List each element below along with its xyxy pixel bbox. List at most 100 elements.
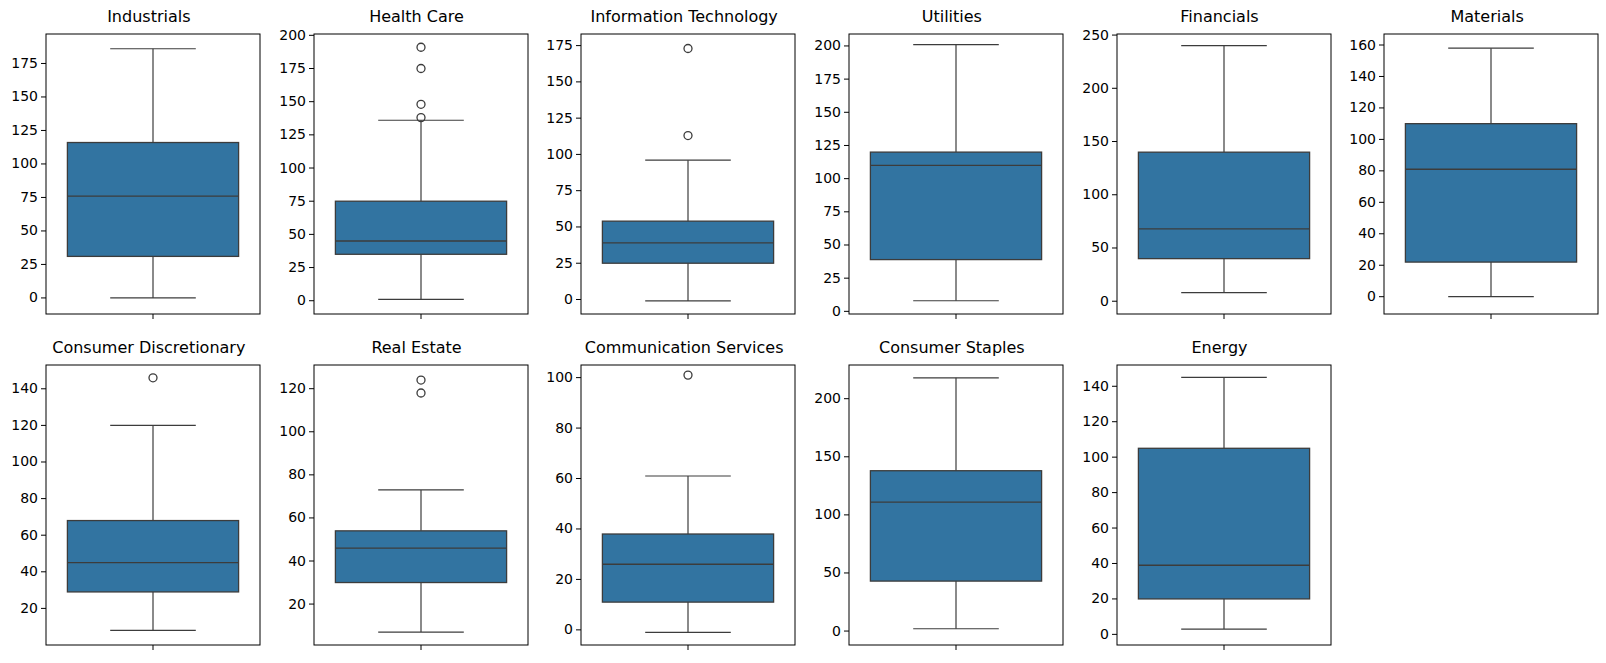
subplot-energy: Energy 0 20 40 60 80 100 120 140 xyxy=(1071,331,1339,663)
svg-text:140: 140 xyxy=(1350,68,1377,84)
boxplot-canvas: 0255075100125150175200 xyxy=(268,30,535,331)
boxplot-canvas: 020406080100120140160 xyxy=(1338,30,1605,331)
svg-text:40: 40 xyxy=(1091,555,1109,571)
svg-text:100: 100 xyxy=(279,160,306,176)
svg-text:80: 80 xyxy=(1091,484,1109,500)
svg-text:100: 100 xyxy=(1082,186,1109,202)
svg-text:150: 150 xyxy=(11,88,38,104)
empty-grid-cell xyxy=(1338,331,1606,663)
svg-text:75: 75 xyxy=(20,189,38,205)
svg-text:50: 50 xyxy=(288,226,306,242)
svg-text:150: 150 xyxy=(547,73,574,89)
svg-text:100: 100 xyxy=(11,453,38,469)
svg-text:200: 200 xyxy=(279,30,306,43)
svg-text:25: 25 xyxy=(823,270,841,286)
svg-text:150: 150 xyxy=(279,93,306,109)
svg-text:120: 120 xyxy=(1350,99,1377,115)
svg-text:20: 20 xyxy=(556,571,574,587)
svg-text:0: 0 xyxy=(832,623,841,639)
boxplot-grid-figure: Industrials 0255075100125150175 Health C… xyxy=(0,0,1606,663)
svg-text:60: 60 xyxy=(20,527,38,543)
svg-text:140: 140 xyxy=(1082,378,1109,394)
boxplot-canvas: 0255075100125150175 xyxy=(0,30,267,331)
subplot-title: Consumer Staples xyxy=(803,331,1071,361)
svg-text:60: 60 xyxy=(556,470,574,486)
boxplot-canvas: 0 20 40 60 80 100 120 140 xyxy=(1071,361,1338,662)
boxplot-canvas: 20406080100120140 xyxy=(0,361,267,662)
svg-text:20: 20 xyxy=(288,596,306,612)
svg-text:50: 50 xyxy=(20,222,38,238)
svg-text:25: 25 xyxy=(556,255,574,271)
svg-text:150: 150 xyxy=(814,104,841,120)
svg-text:0: 0 xyxy=(564,621,573,637)
svg-text:0: 0 xyxy=(29,289,38,305)
svg-text:100: 100 xyxy=(814,506,841,522)
subplot-title: Utilities xyxy=(803,0,1071,30)
svg-text:200: 200 xyxy=(814,390,841,406)
svg-text:50: 50 xyxy=(1091,239,1109,255)
svg-text:80: 80 xyxy=(288,466,306,482)
svg-text:200: 200 xyxy=(814,37,841,53)
subplot-title: Industrials xyxy=(0,0,268,30)
subplot-consumer-staples: Consumer Staples 0 50 100 150 200 xyxy=(803,331,1071,663)
boxplot-canvas: 050100150200250 xyxy=(1071,30,1338,331)
svg-text:125: 125 xyxy=(11,122,38,138)
subplot-information-technology: Information Technology 02550751001251501… xyxy=(535,0,803,331)
subplot-title: Financials xyxy=(1071,0,1339,30)
svg-text:40: 40 xyxy=(1359,225,1377,241)
subplot-industrials: Industrials 0255075100125150175 xyxy=(0,0,268,331)
svg-text:120: 120 xyxy=(279,380,306,396)
subplot-consumer-discretionary: Consumer Discretionary 20406080100120140 xyxy=(0,331,268,663)
svg-text:0: 0 xyxy=(297,292,306,308)
svg-text:100: 100 xyxy=(1350,131,1377,147)
svg-text:160: 160 xyxy=(1350,37,1377,53)
svg-text:20: 20 xyxy=(1091,590,1109,606)
svg-text:100: 100 xyxy=(547,146,574,162)
subplot-title: Energy xyxy=(1071,331,1339,361)
boxplot-canvas: 0255075100125150175200 xyxy=(803,30,1070,331)
subplot-title: Real Estate xyxy=(268,331,536,361)
subplot-title: Information Technology xyxy=(535,0,803,30)
subplot-financials: Financials 050100150200250 xyxy=(1071,0,1339,331)
svg-text:140: 140 xyxy=(11,380,38,396)
svg-text:100: 100 xyxy=(547,369,574,385)
boxplot-canvas: 020406080100 xyxy=(535,361,802,662)
svg-text:60: 60 xyxy=(1091,520,1109,536)
svg-text:75: 75 xyxy=(823,203,841,219)
svg-text:250: 250 xyxy=(1082,30,1109,43)
svg-text:50: 50 xyxy=(823,564,841,580)
svg-text:100: 100 xyxy=(1082,449,1109,465)
svg-text:40: 40 xyxy=(288,553,306,569)
svg-text:80: 80 xyxy=(20,490,38,506)
svg-text:20: 20 xyxy=(20,600,38,616)
subplot-materials: Materials 020406080100120140160 xyxy=(1338,0,1606,331)
svg-text:60: 60 xyxy=(288,509,306,525)
subplot-title: Consumer Discretionary xyxy=(0,331,268,361)
svg-text:150: 150 xyxy=(814,448,841,464)
svg-text:80: 80 xyxy=(556,420,574,436)
subplot-health-care: Health Care 0255075100125150175200 xyxy=(268,0,536,331)
boxplot-canvas: 0 50 100 150 200 xyxy=(803,361,1070,662)
subplot-communication-services: Communication Services 020406080100 xyxy=(535,331,803,663)
svg-text:120: 120 xyxy=(11,417,38,433)
svg-text:125: 125 xyxy=(814,137,841,153)
svg-text:25: 25 xyxy=(288,259,306,275)
svg-text:120: 120 xyxy=(1082,413,1109,429)
svg-text:0: 0 xyxy=(564,291,573,307)
svg-text:125: 125 xyxy=(279,126,306,142)
subplot-utilities: Utilities 0255075100125150175200 xyxy=(803,0,1071,331)
svg-text:0: 0 xyxy=(832,303,841,319)
svg-text:125: 125 xyxy=(547,110,574,126)
svg-text:75: 75 xyxy=(288,193,306,209)
subplot-title: Communication Services xyxy=(535,331,803,361)
subplot-title: Health Care xyxy=(268,0,536,30)
svg-text:200: 200 xyxy=(1082,80,1109,96)
svg-text:75: 75 xyxy=(556,182,574,198)
boxplot-canvas: 0255075100125150175 xyxy=(535,30,802,331)
svg-text:50: 50 xyxy=(823,236,841,252)
svg-text:0: 0 xyxy=(1100,626,1109,642)
svg-text:0: 0 xyxy=(1100,293,1109,309)
subplot-title: Materials xyxy=(1338,0,1606,30)
svg-text:60: 60 xyxy=(1359,194,1377,210)
svg-text:100: 100 xyxy=(11,155,38,171)
